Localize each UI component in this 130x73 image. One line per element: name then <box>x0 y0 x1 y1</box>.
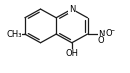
Text: −: − <box>111 29 115 34</box>
Text: CH₃: CH₃ <box>6 30 22 39</box>
Text: O: O <box>106 29 112 38</box>
Text: OH: OH <box>65 49 78 58</box>
Text: N: N <box>69 5 75 14</box>
Text: N: N <box>98 30 104 39</box>
Text: +: + <box>103 29 107 34</box>
Text: O: O <box>98 36 105 45</box>
